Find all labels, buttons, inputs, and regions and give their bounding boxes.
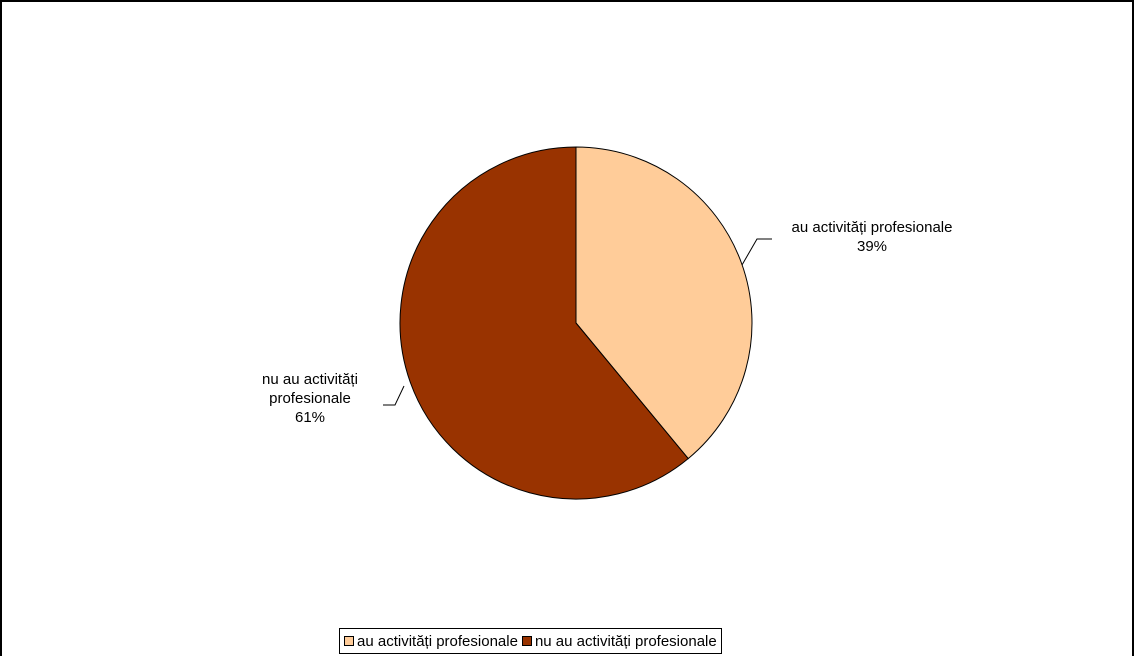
data-label-nu-au-activitati: nu au activități profesionale 61%	[235, 370, 385, 427]
leader-line-nu-au-activitati	[383, 385, 405, 406]
data-label-percent: 39%	[856, 238, 888, 255]
chart-legend: au activități profesionale nu au activit…	[339, 628, 722, 654]
legend-swatch	[521, 636, 532, 646]
pie-slice-au-activitati	[575, 146, 753, 460]
data-label-name-line1: nu au activități	[262, 371, 358, 388]
leader-line-au-activitati	[741, 238, 772, 266]
legend-item-au-activitati: au activități profesionale	[344, 633, 518, 650]
pie-slice-nu-au-activitati	[399, 146, 689, 500]
data-label-name-line2: profesionale	[269, 390, 351, 407]
data-label-percent: 61%	[294, 409, 326, 426]
pie-slices	[399, 146, 753, 500]
legend-item-nu-au-activitati: nu au activități profesionale	[521, 632, 717, 650]
data-label-name: au activități profesionale	[791, 219, 953, 236]
legend-swatch	[344, 636, 354, 646]
legend-label: nu au activități profesionale	[534, 632, 717, 650]
data-label-au-activitati: au activități profesionale 39%	[752, 218, 992, 256]
leader-lines	[383, 238, 772, 406]
legend-label: au activități profesionale	[357, 632, 518, 650]
